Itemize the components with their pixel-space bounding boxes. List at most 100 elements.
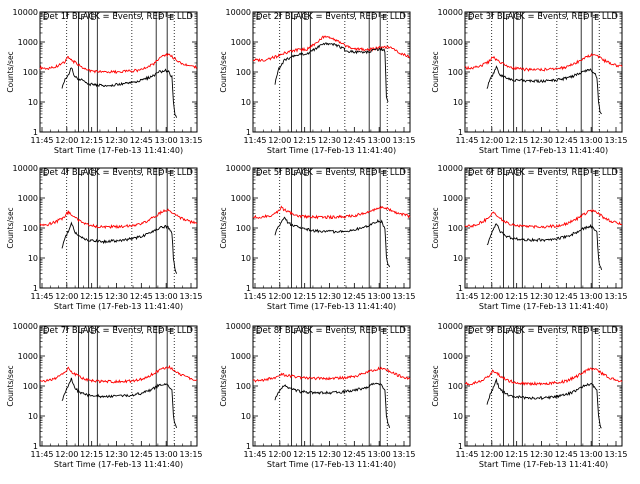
flag-label: E: [468, 327, 473, 336]
x-tick-label: 11:45: [243, 136, 266, 145]
panel-title: Det 4f BLACK = Events, RED = LLD: [43, 168, 193, 178]
x-tick-label: 11:45: [30, 136, 53, 145]
y-tick-label: 1: [246, 128, 251, 137]
x-tick-label: 12:45: [555, 136, 578, 145]
x-tick-label: 13:15: [392, 450, 415, 459]
x-tick-label: 12:45: [130, 136, 153, 145]
flag-label: F: [80, 327, 85, 336]
panel-det-5: 1 10 100 1000 10000 11:45 12:00 12:15 12:30 12:45…: [219, 164, 416, 311]
flag-label: E: [43, 169, 48, 178]
flag-label: E: [304, 169, 309, 178]
series-line-events: [274, 382, 391, 429]
y-tick-label: 1000: [443, 194, 463, 203]
y-tick-label: 10000: [438, 8, 463, 17]
y-tick-label: 10000: [226, 8, 251, 17]
x-tick-label: 12:30: [105, 450, 128, 459]
series-line-events: [274, 42, 389, 103]
x-tick-label: 11:45: [243, 292, 266, 301]
flag-label: F: [80, 169, 85, 178]
panel-det-9: 1 10 100 1000 10000 11:45 12:00 12:15 12:30 12:45…: [431, 322, 628, 469]
series-line-lld: [252, 366, 411, 383]
panel-det-7: 1 10 100 1000 10000 11:45 12:00 12:15 12:30 12:45…: [6, 322, 203, 469]
y-tick-label: 10000: [13, 164, 38, 173]
y-tick-label: 100: [236, 224, 251, 233]
series-line-events: [486, 223, 603, 271]
panel-det-6: 1 10 100 1000 10000 11:45 12:00 12:15 12:30 12:45…: [431, 164, 628, 311]
x-tick-label: 12:45: [343, 450, 366, 459]
flag-label: E: [382, 327, 387, 336]
flag-label: E: [468, 13, 473, 22]
y-tick-label: 1000: [443, 38, 463, 47]
y-tick-label: 100: [236, 382, 251, 391]
flag-label: E: [256, 327, 261, 336]
series-line-events: [274, 216, 391, 268]
x-tick-label: 12:30: [105, 136, 128, 145]
x-tick-label: 13:15: [604, 450, 627, 459]
flag-label: E: [382, 169, 387, 178]
flag-label: E: [594, 13, 599, 22]
x-tick-label: 12:45: [555, 450, 578, 459]
x-tick-label: 12:30: [318, 136, 341, 145]
y-axis-label: Counts/sec: [431, 365, 440, 406]
x-axis-label: Start Time (17-Feb-13 11:41:40): [267, 146, 396, 155]
x-tick-label: 12:00: [480, 136, 503, 145]
y-tick-label: 100: [23, 68, 38, 77]
x-tick-label: 12:00: [55, 292, 78, 301]
y-tick-label: 1000: [18, 194, 38, 203]
flag-label: E: [91, 169, 96, 178]
x-axis-label: Start Time (17-Feb-13 11:41:40): [54, 146, 183, 155]
x-tick-label: 12:30: [318, 450, 341, 459]
y-tick-label: 1000: [231, 194, 251, 203]
panel-title: Det 9f BLACK = Events, RED = LLD: [468, 326, 618, 336]
panel-title: Det 8f BLACK = Events, RED = LLD: [256, 326, 406, 336]
series-line-events: [486, 65, 602, 115]
flag-label: F: [505, 13, 510, 22]
flag-label: F: [371, 13, 376, 22]
flag-label: E: [91, 327, 96, 336]
x-axis-label: Start Time (17-Feb-13 11:41:40): [267, 460, 396, 469]
plot-frame: [252, 167, 411, 289]
y-tick-label: 10: [453, 254, 463, 263]
x-tick-label: 12:45: [343, 136, 366, 145]
x-tick-label: 13:00: [580, 450, 603, 459]
y-tick-label: 10: [453, 412, 463, 421]
x-tick-label: 12:00: [55, 136, 78, 145]
x-tick-label: 13:00: [368, 292, 391, 301]
x-tick-label: 11:45: [30, 450, 53, 459]
flag-label: E: [256, 169, 261, 178]
y-tick-label: 10000: [13, 8, 38, 17]
y-tick-label: 1000: [231, 352, 251, 361]
panel-det-1: 1 10 100 1000 10000 11:45 12:00 12:15 12:30 12:45…: [6, 8, 203, 155]
x-tick-label: 12:30: [318, 292, 341, 301]
y-tick-label: 10000: [226, 322, 251, 331]
series-line-events: [486, 377, 602, 429]
y-tick-label: 10: [28, 412, 38, 421]
y-tick-label: 10000: [13, 322, 38, 331]
y-tick-label: 1: [33, 284, 38, 293]
x-tick-label: 12:00: [268, 136, 291, 145]
x-tick-label: 13:00: [155, 292, 178, 301]
x-axis-label: Start Time (17-Feb-13 11:41:40): [479, 302, 608, 311]
x-axis-label: Start Time (17-Feb-13 11:41:40): [479, 460, 608, 469]
y-tick-label: 1: [33, 128, 38, 137]
x-tick-label: 12:45: [343, 292, 366, 301]
plot-frame: [252, 325, 411, 447]
y-axis-label: Counts/sec: [6, 207, 15, 248]
flag-label: E: [169, 169, 174, 178]
x-tick-label: 11:45: [455, 450, 478, 459]
y-tick-label: 100: [23, 382, 38, 391]
y-tick-label: 100: [448, 68, 463, 77]
series-line-lld: [39, 53, 198, 75]
y-tick-label: 10: [241, 254, 251, 263]
flag-label: F: [158, 169, 163, 178]
series-line-lld: [252, 205, 411, 220]
flag-label: E: [516, 327, 521, 336]
panel-title: Det 2f BLACK = Events, RED = LLD: [256, 12, 406, 22]
y-axis-label: Counts/sec: [219, 51, 228, 92]
x-tick-label: 12:45: [555, 292, 578, 301]
series-line-lld: [464, 209, 623, 230]
x-tick-label: 12:15: [80, 292, 103, 301]
x-tick-label: 13:00: [155, 136, 178, 145]
x-tick-label: 12:15: [293, 450, 316, 459]
x-tick-label: 13:00: [580, 292, 603, 301]
